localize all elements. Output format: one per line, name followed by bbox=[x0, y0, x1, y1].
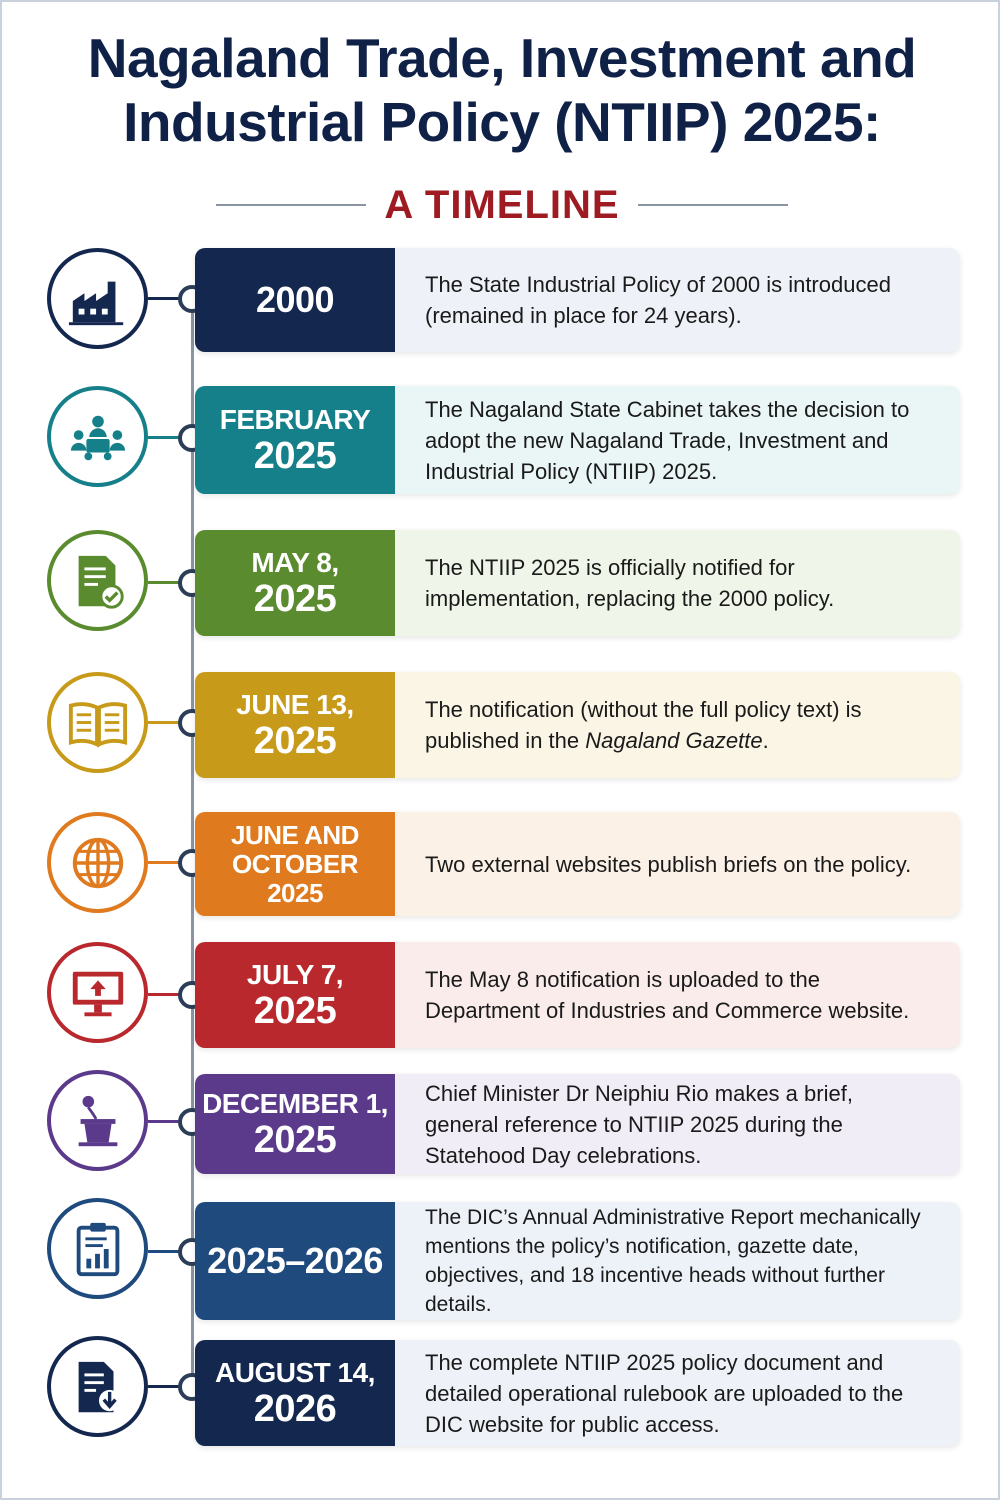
connector bbox=[148, 297, 182, 300]
clipboard-report-icon bbox=[76, 1222, 119, 1276]
subtitle-rule-left bbox=[216, 204, 367, 206]
event-card: AUGUST 14, 2026 The complete NTIIP 2025 … bbox=[195, 1340, 960, 1446]
subtitle-row: A TIMELINE bbox=[2, 180, 1000, 230]
timeline-spine bbox=[191, 298, 194, 1392]
factory-icon-circle bbox=[47, 248, 148, 349]
subtitle: A TIMELINE bbox=[384, 182, 620, 227]
title-line-2: Industrial Policy (NTIIP) 2025: bbox=[123, 91, 881, 153]
connector bbox=[148, 1120, 182, 1123]
podium-icon bbox=[78, 1095, 117, 1146]
event-description: The DIC’s Annual Administrative Report m… bbox=[425, 1206, 921, 1316]
event-description: The Nagaland State Cabinet takes the dec… bbox=[425, 396, 910, 484]
event-date-line-1: MAY 8, bbox=[251, 546, 339, 578]
title-line-1: Nagaland Trade, Investment and bbox=[87, 27, 917, 89]
event-description: The notification (without the full polic… bbox=[395, 672, 960, 778]
date-box: 2025–2026 bbox=[195, 1202, 395, 1320]
event-card: MAY 8, 2025 The NTIIP 2025 is officially… bbox=[195, 530, 960, 636]
date-box: JUNE AND OCTOBER 2025 bbox=[195, 812, 395, 916]
approved-document-icon-circle bbox=[47, 530, 148, 631]
event-card: 2000 The State Industrial Policy of 2000… bbox=[195, 248, 960, 352]
gazette-name: Nagaland Gazette bbox=[585, 728, 763, 753]
connector bbox=[148, 1250, 182, 1253]
clipboard-report-icon-circle bbox=[47, 1198, 148, 1299]
event-description: Two external websites publish briefs on … bbox=[425, 851, 912, 877]
event-date: 2025–2026 bbox=[207, 1240, 383, 1281]
event-date-line-2: OCTOBER bbox=[231, 848, 359, 879]
event-card: DECEMBER 1, 2025 Chief Minister Dr Neiph… bbox=[195, 1074, 960, 1174]
event-description-text: The notification (without the full polic… bbox=[425, 697, 862, 753]
globe-icon-circle bbox=[47, 812, 148, 913]
event-date-line-1: FEBRUARY bbox=[219, 403, 371, 435]
approved-document-icon bbox=[78, 555, 124, 609]
date-box: FEBRUARY 2025 bbox=[195, 386, 395, 494]
podium-icon-circle bbox=[47, 1070, 148, 1171]
event-date-line-2: 2025 bbox=[253, 577, 337, 620]
event-date-line-1: JUNE AND bbox=[231, 819, 359, 850]
event-date-line-2: 2025 bbox=[253, 434, 337, 477]
monitor-upload-icon bbox=[72, 971, 123, 1016]
date-box: 2000 bbox=[195, 248, 395, 352]
date-box: DECEMBER 1, 2025 bbox=[195, 1074, 395, 1174]
document-download-icon-circle bbox=[47, 1336, 148, 1437]
connector bbox=[148, 861, 182, 864]
event-date-line-1: JUNE 13, bbox=[236, 688, 354, 720]
connector bbox=[148, 993, 182, 996]
date-box: JULY 7, 2025 bbox=[195, 942, 395, 1048]
event-date-line-1: AUGUST 14, bbox=[215, 1356, 375, 1388]
event-date-line-2: 2026 bbox=[253, 1387, 337, 1430]
connector bbox=[148, 1385, 182, 1388]
event-description: The State Industrial Policy of 2000 is i… bbox=[425, 272, 891, 328]
event-date-line-2: 2025 bbox=[253, 1118, 337, 1161]
event-description: The May 8 notification is uploaded to th… bbox=[425, 967, 910, 1023]
connector bbox=[148, 581, 182, 584]
event-description: The NTIIP 2025 is officially notified fo… bbox=[425, 555, 835, 611]
event-date-line-1: DECEMBER 1, bbox=[202, 1087, 388, 1119]
globe-icon bbox=[72, 837, 123, 888]
event-description: Chief Minister Dr Neiphiu Rio makes a br… bbox=[425, 1080, 853, 1168]
date-box: AUGUST 14, 2026 bbox=[195, 1340, 395, 1446]
event-card: JUNE 13, 2025 The notification (without … bbox=[195, 672, 960, 778]
open-book-icon bbox=[68, 701, 127, 747]
date-box: JUNE 13, 2025 bbox=[195, 672, 395, 778]
event-date-line-3: 2025 bbox=[267, 877, 323, 908]
event-description: The complete NTIIP 2025 policy document … bbox=[425, 1349, 904, 1437]
connector bbox=[148, 436, 182, 439]
event-date-line-2: 2025 bbox=[253, 989, 337, 1032]
event-card: FEBRUARY 2025 The Nagaland State Cabinet… bbox=[195, 386, 960, 494]
event-description-end: . bbox=[762, 728, 769, 753]
page-title: Nagaland Trade, Investment and Industria… bbox=[2, 26, 1000, 154]
document-download-icon bbox=[78, 1361, 120, 1412]
monitor-upload-icon-circle bbox=[47, 942, 148, 1043]
event-card: 2025–2026 The DIC’s Annual Administrativ… bbox=[195, 1202, 960, 1320]
subtitle-rule-right bbox=[637, 204, 788, 206]
connector bbox=[148, 721, 182, 724]
meeting-icon bbox=[70, 415, 125, 460]
event-card: JULY 7, 2025 The May 8 notification is u… bbox=[195, 942, 960, 1048]
factory-icon bbox=[68, 281, 123, 325]
event-date-line-1: JULY 7, bbox=[246, 958, 344, 990]
event-card: JUNE AND OCTOBER 2025 Two external websi… bbox=[195, 812, 960, 916]
date-box: MAY 8, 2025 bbox=[195, 530, 395, 636]
open-book-icon-circle bbox=[47, 672, 148, 773]
event-date: 2000 bbox=[255, 279, 335, 320]
meeting-icon-circle bbox=[47, 386, 148, 487]
event-date-line-2: 2025 bbox=[253, 719, 337, 762]
